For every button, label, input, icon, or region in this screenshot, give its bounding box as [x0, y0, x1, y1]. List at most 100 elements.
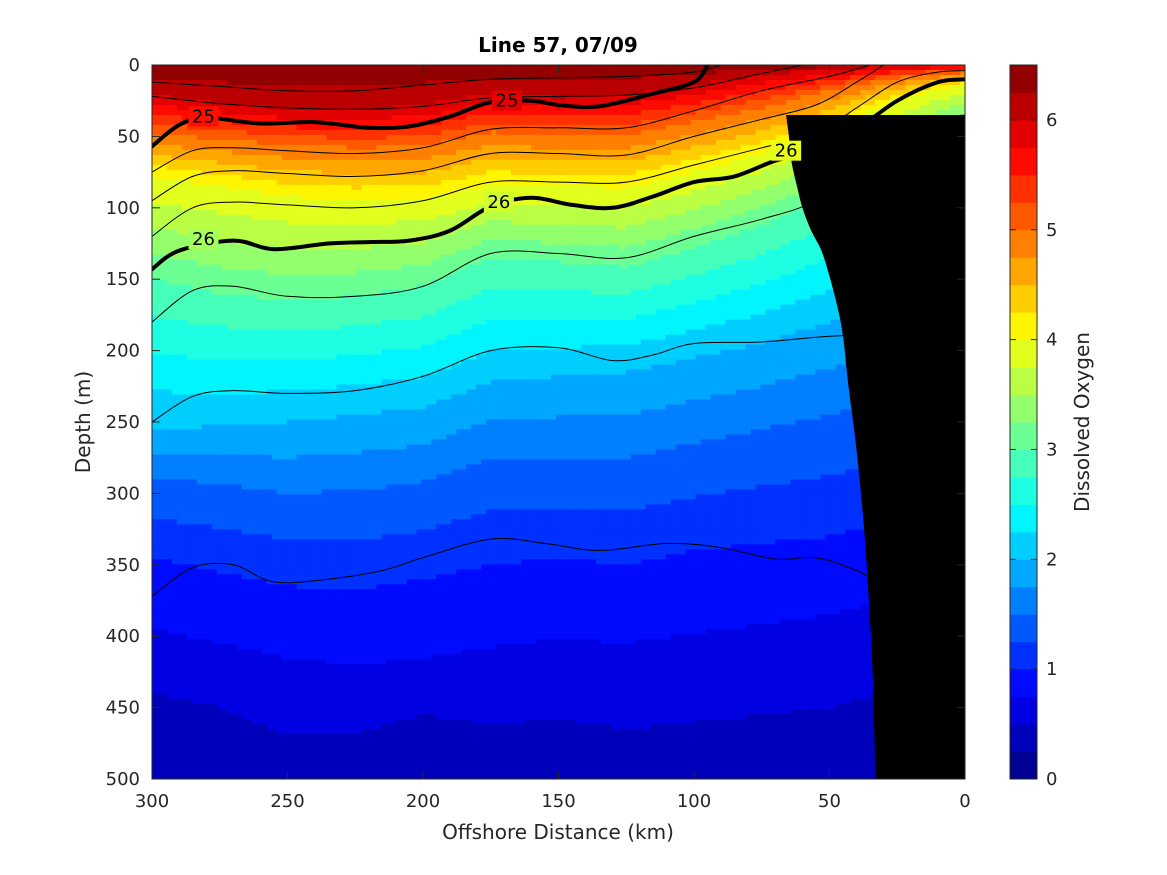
- oxygen-cell: [317, 654, 323, 660]
- oxygen-cell: [312, 544, 318, 550]
- oxygen-cell: [272, 749, 278, 755]
- oxygen-cell: [257, 514, 263, 520]
- oxygen-cell: [197, 165, 203, 171]
- oxygen-cell: [162, 629, 168, 635]
- oxygen-cell: [202, 155, 208, 161]
- oxygen-cell: [232, 70, 238, 76]
- oxygen-cell: [212, 405, 218, 411]
- oxygen-cell: [182, 200, 188, 206]
- oxygen-cell: [272, 385, 278, 391]
- oxygen-cell: [242, 195, 248, 201]
- oxygen-cell: [232, 494, 238, 500]
- oxygen-cell: [207, 375, 213, 381]
- oxygen-cell: [202, 145, 208, 151]
- oxygen-cell: [312, 694, 318, 700]
- oxygen-cell: [287, 454, 293, 460]
- oxygen-cell: [212, 410, 218, 416]
- oxygen-cell: [272, 559, 278, 565]
- oxygen-cell: [187, 185, 193, 191]
- oxygen-cell: [237, 704, 243, 710]
- oxygen-cell: [247, 599, 253, 605]
- oxygen-cell: [252, 624, 258, 630]
- oxygen-cell: [192, 509, 198, 515]
- oxygen-cell: [152, 664, 158, 670]
- oxygen-cell: [192, 155, 198, 161]
- oxygen-cell: [152, 70, 158, 76]
- oxygen-cell: [217, 195, 223, 201]
- oxygen-cell: [207, 634, 213, 640]
- oxygen-cell: [272, 624, 278, 630]
- oxygen-cell: [172, 360, 178, 366]
- oxygen-cell: [157, 400, 163, 406]
- oxygen-cell: [297, 125, 303, 131]
- oxygen-cell: [297, 160, 303, 166]
- oxygen-cell: [262, 494, 268, 500]
- oxygen-cell: [227, 65, 233, 71]
- oxygen-cell: [152, 519, 158, 525]
- oxygen-cell: [177, 599, 183, 605]
- oxygen-cell: [307, 220, 313, 226]
- oxygen-cell: [177, 395, 183, 401]
- oxygen-cell: [307, 674, 313, 680]
- oxygen-cell: [232, 385, 238, 391]
- plot-area: 2526252626: [152, 65, 966, 780]
- oxygen-cell: [307, 609, 313, 615]
- oxygen-cell: [212, 360, 218, 366]
- oxygen-cell: [307, 584, 313, 590]
- oxygen-cell: [272, 754, 278, 760]
- oxygen-cell: [177, 619, 183, 625]
- oxygen-cell: [152, 255, 158, 261]
- oxygen-cell: [292, 290, 298, 296]
- oxygen-cell: [272, 135, 278, 141]
- oxygen-cell: [242, 175, 248, 181]
- oxygen-cell: [297, 759, 303, 765]
- oxygen-cell: [182, 165, 188, 171]
- oxygen-cell: [232, 215, 238, 221]
- oxygen-cell: [207, 704, 213, 710]
- oxygen-cell: [192, 544, 198, 550]
- oxygen-cell: [182, 429, 188, 435]
- oxygen-cell: [272, 564, 278, 570]
- oxygen-cell: [307, 185, 313, 191]
- oxygen-cell: [302, 614, 308, 620]
- oxygen-cell: [267, 260, 273, 266]
- oxygen-cell: [267, 449, 273, 455]
- oxygen-cell: [227, 105, 233, 111]
- oxygen-cell: [207, 474, 213, 480]
- oxygen-cell: [297, 310, 303, 316]
- oxygen-cell: [182, 425, 188, 431]
- oxygen-cell: [267, 474, 273, 480]
- oxygen-cell: [247, 619, 253, 625]
- oxygen-cell: [217, 459, 223, 465]
- oxygen-cell: [252, 195, 258, 201]
- oxygen-cell: [212, 644, 218, 650]
- oxygen-cell: [282, 140, 288, 146]
- oxygen-cell: [227, 729, 233, 735]
- oxygen-cell: [287, 554, 293, 560]
- oxygen-cell: [162, 749, 168, 755]
- oxygen-cell: [317, 165, 323, 171]
- oxygen-cell: [277, 95, 283, 101]
- oxygen-cell: [192, 469, 198, 475]
- oxygen-cell: [257, 754, 263, 760]
- oxygen-cell: [267, 569, 273, 575]
- oxygen-cell: [272, 80, 278, 86]
- oxygen-cell: [297, 654, 303, 660]
- oxygen-cell: [242, 714, 248, 720]
- oxygen-cell: [207, 90, 213, 96]
- oxygen-cell: [302, 250, 308, 256]
- oxygen-cell: [152, 479, 158, 485]
- oxygen-cell: [262, 569, 268, 575]
- oxygen-cell: [202, 280, 208, 286]
- oxygen-cell: [282, 65, 288, 71]
- oxygen-cell: [157, 769, 163, 775]
- oxygen-cell: [202, 614, 208, 620]
- oxygen-cell: [287, 449, 293, 455]
- oxygen-cell: [182, 315, 188, 321]
- oxygen-cell: [187, 674, 193, 680]
- oxygen-cell: [322, 584, 328, 590]
- oxygen-cell: [182, 330, 188, 336]
- oxygen-cell: [282, 684, 288, 690]
- oxygen-cell: [192, 679, 198, 685]
- oxygen-cell: [152, 280, 158, 286]
